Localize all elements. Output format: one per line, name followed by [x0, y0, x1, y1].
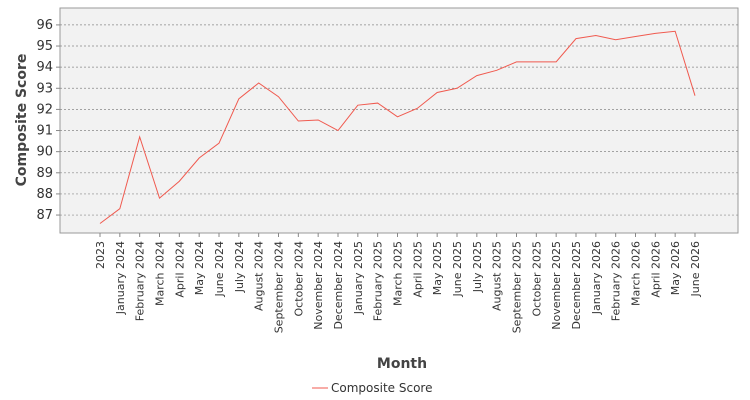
x-tick-label: September 2025: [511, 241, 524, 333]
x-tick-label: June 2025: [451, 241, 464, 297]
x-tick-label: February 2025: [372, 241, 385, 321]
x-tick-label: February 2024: [134, 241, 147, 321]
x-tick-label: April 2025: [411, 241, 424, 298]
x-tick-label: November 2025: [550, 241, 563, 330]
x-tick-label: July 2025: [471, 241, 484, 293]
x-tick-label: March 2025: [392, 241, 405, 306]
x-tick-label: April 2024: [173, 241, 186, 298]
x-tick-label: June 2024: [213, 241, 226, 297]
y-tick-label: 95: [36, 39, 53, 54]
x-tick-label: April 2026: [649, 241, 662, 298]
x-tick-label: January 2026: [590, 241, 603, 315]
x-tick-label: October 2025: [530, 241, 543, 317]
y-tick-label: 88: [36, 187, 53, 202]
x-tick-label: January 2025: [352, 241, 365, 315]
x-tick-label: March 2024: [154, 241, 167, 306]
x-tick-label: February 2026: [610, 241, 623, 321]
x-tick-label: December 2025: [570, 241, 583, 330]
legend-label: Composite Score: [331, 381, 432, 395]
x-tick-label: May 2024: [193, 241, 206, 295]
x-axis-label: Month: [377, 356, 427, 372]
x-tick-label: January 2024: [114, 241, 127, 315]
x-tick-label: September 2024: [273, 241, 286, 333]
y-tick-label: 89: [36, 166, 53, 181]
y-tick-label: 94: [36, 60, 53, 75]
x-tick-label: August 2025: [491, 241, 504, 311]
x-tick-label: October 2024: [292, 241, 305, 317]
plot-area: [59, 7, 739, 234]
x-tick-label: May 2026: [669, 241, 682, 295]
y-axis-label: Composite Score: [14, 54, 30, 187]
y-tick-label: 92: [36, 102, 53, 117]
y-tick-label: 96: [36, 18, 53, 33]
line: [99, 30, 696, 224]
y-tick-label: 90: [36, 145, 53, 160]
x-tick-label: July 2024: [233, 241, 246, 293]
y-tick-label: 91: [36, 124, 53, 139]
y-tick-label: 87: [36, 208, 53, 223]
x-tick-label: March 2026: [630, 241, 643, 306]
x-tick-label: May 2025: [431, 241, 444, 295]
y-tick-label: 93: [36, 81, 53, 96]
x-tick-label: August 2024: [253, 241, 266, 311]
x-tick-label: November 2024: [312, 241, 325, 330]
x-tick-label: June 2026: [689, 241, 702, 297]
x-tick-label: 2023: [94, 241, 107, 269]
x-tick-label: December 2024: [332, 241, 345, 330]
